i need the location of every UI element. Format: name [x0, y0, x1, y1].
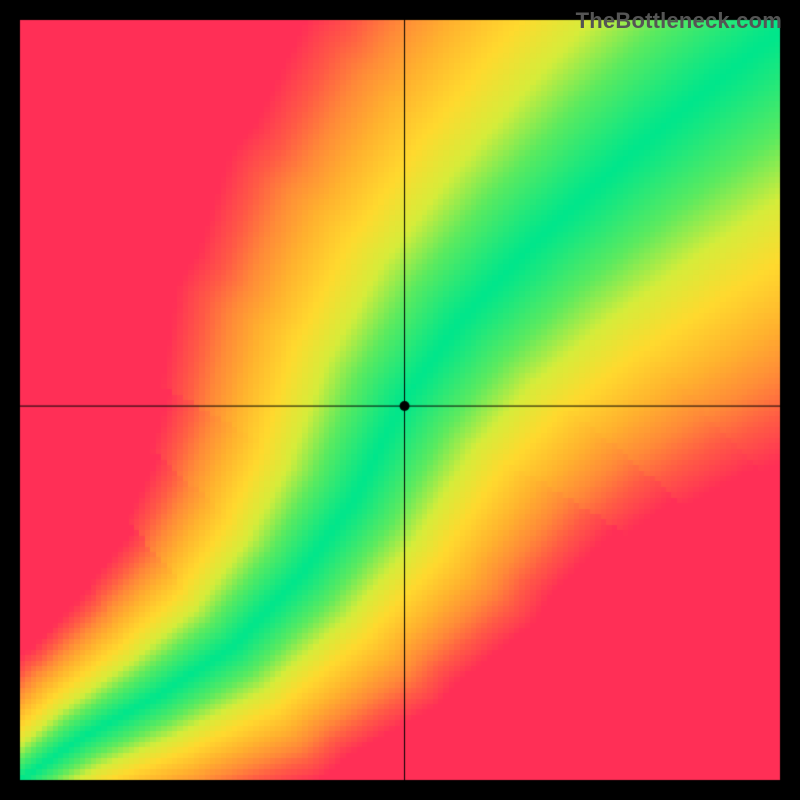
heatmap-canvas [0, 0, 800, 800]
chart-container: TheBottleneck.com [0, 0, 800, 800]
watermark-text: TheBottleneck.com [576, 8, 782, 34]
